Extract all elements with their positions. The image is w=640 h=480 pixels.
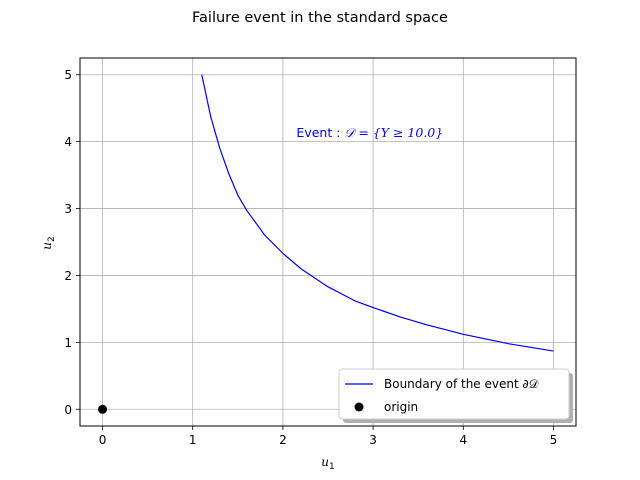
x-tick-label: 0: [99, 433, 107, 447]
y-tick-label: 2: [64, 269, 72, 283]
y-tick-label: 1: [64, 336, 72, 350]
plot-series: [98, 74, 554, 414]
legend-label-origin: origin: [384, 400, 418, 414]
x-tick-label: 4: [459, 433, 467, 447]
chart-title: Failure event in the standard space: [192, 10, 448, 26]
origin-point: [98, 404, 108, 414]
x-tick-label: 1: [189, 433, 197, 447]
x-axis-label-sub: 1: [329, 462, 335, 472]
boundary-curve: [201, 74, 554, 352]
legend-label-boundary: Boundary of the event ∂𝒟: [384, 377, 539, 391]
event-annotation: Event : 𝒟 = {Y ≥ 10.0}: [296, 125, 443, 140]
annotation-math: 𝒟 = {Y ≥ 10.0}: [344, 125, 443, 140]
legend-box: [338, 368, 570, 420]
grid: [80, 58, 576, 426]
x-axis-label: u1: [321, 455, 334, 472]
legend: Boundary of the event ∂𝒟 origin: [338, 368, 573, 423]
annotation-prefix: Event :: [296, 125, 344, 140]
x-tick-label: 5: [550, 433, 558, 447]
y-axis-label-sub: 2: [47, 236, 57, 242]
x-axis-label-base: u: [321, 455, 329, 469]
y-tick-label: 3: [64, 202, 72, 216]
axes-frame: [79, 57, 577, 427]
y-tick-label: 5: [64, 68, 72, 82]
y-tick-label: 0: [64, 403, 72, 417]
axis-ticks: 0 1 2 3 4 5 0 1 2 3 4 5: [64, 68, 557, 447]
x-tick-label: 3: [369, 433, 377, 447]
y-axis-label: u2: [40, 236, 57, 249]
y-axis-label-base: u: [40, 242, 54, 250]
x-tick-label: 2: [279, 433, 287, 447]
legend-origin-swatch: [354, 402, 364, 412]
y-tick-label: 4: [64, 135, 72, 149]
